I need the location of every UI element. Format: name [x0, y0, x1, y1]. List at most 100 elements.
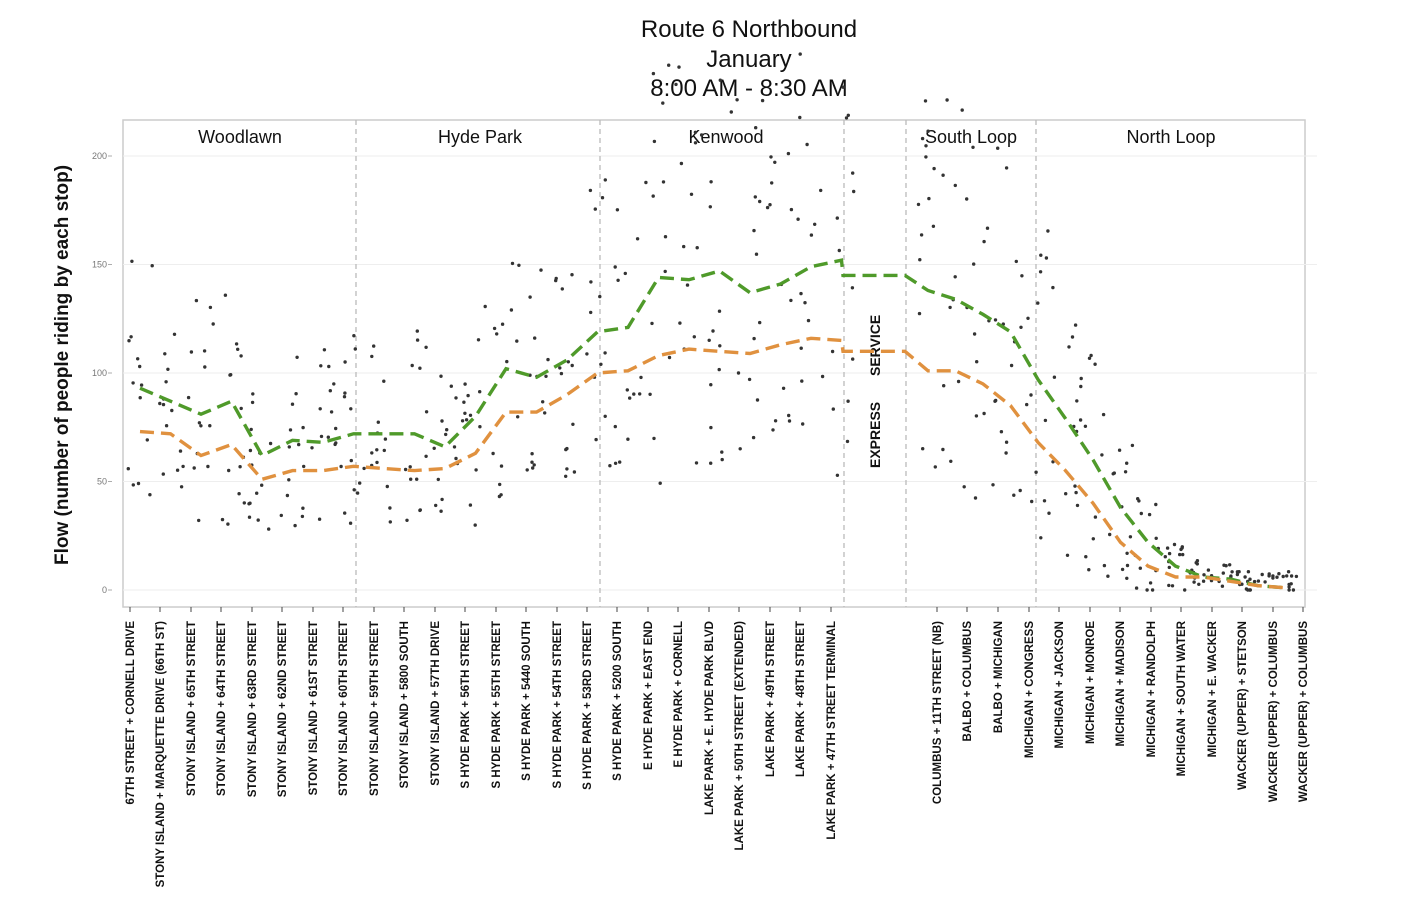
- data-point: [1065, 553, 1070, 557]
- data-point: [658, 481, 662, 485]
- data-point: [136, 481, 141, 486]
- data-point: [736, 371, 741, 375]
- region-label: Kenwood: [688, 127, 763, 147]
- plot-panel-border: [122, 119, 1306, 608]
- data-point: [1180, 545, 1185, 549]
- data-point: [1181, 552, 1185, 557]
- data-point: [927, 196, 931, 201]
- data-point: [850, 286, 855, 290]
- data-point: [1172, 542, 1177, 547]
- data-point: [211, 322, 215, 326]
- data-point: [382, 448, 386, 453]
- data-point: [1206, 568, 1211, 572]
- data-point: [352, 488, 356, 492]
- x-tick-label: STONY ISLAND + 5800 SOUTH: [399, 621, 411, 788]
- data-point: [1220, 584, 1225, 588]
- data-point: [343, 360, 347, 364]
- data-point: [131, 381, 135, 385]
- data-point: [239, 406, 243, 411]
- data-point: [589, 280, 593, 284]
- data-point: [965, 197, 969, 201]
- data-point: [516, 415, 520, 419]
- data-point: [199, 424, 203, 428]
- data-point: [1100, 453, 1104, 457]
- data-point: [329, 410, 334, 414]
- data-point: [1064, 492, 1068, 496]
- x-tick-label: WACKER (UPPER) + COLUMBUS: [1268, 621, 1280, 802]
- data-point: [993, 318, 998, 322]
- data-point: [234, 342, 239, 346]
- data-point: [439, 374, 443, 378]
- data-point: [1263, 580, 1267, 584]
- data-point: [301, 506, 305, 510]
- data-point: [799, 346, 803, 350]
- data-point: [1134, 586, 1139, 590]
- data-point: [509, 308, 514, 312]
- data-point: [1043, 418, 1048, 423]
- data-point: [789, 298, 793, 303]
- scatter-points: [126, 52, 1299, 592]
- data-point: [1148, 581, 1153, 585]
- data-point: [1228, 563, 1232, 567]
- data-point: [476, 338, 481, 342]
- data-point: [1248, 588, 1252, 592]
- data-point: [1179, 547, 1183, 552]
- data-point: [962, 485, 966, 489]
- data-point: [439, 509, 443, 513]
- data-point: [593, 207, 597, 211]
- data-point: [931, 224, 936, 228]
- data-point: [164, 380, 168, 384]
- data-point: [528, 295, 532, 299]
- data-point: [138, 396, 142, 400]
- data-point: [1125, 551, 1129, 555]
- data-point: [781, 386, 786, 390]
- service-label: SERVICE: [867, 315, 883, 376]
- data-point: [851, 357, 855, 361]
- data-point: [831, 407, 835, 411]
- data-point: [771, 428, 775, 432]
- data-point: [1147, 512, 1152, 517]
- data-point: [434, 503, 438, 508]
- x-tick-label: S HYDE PARK + 53RD STREET: [582, 621, 594, 790]
- data-point: [1235, 572, 1240, 577]
- data-point: [468, 503, 473, 507]
- data-point: [385, 484, 389, 489]
- data-point: [326, 435, 330, 439]
- data-point: [709, 425, 713, 430]
- data-point: [603, 414, 607, 418]
- data-point: [492, 326, 497, 331]
- data-point: [1111, 472, 1115, 476]
- data-point: [945, 98, 949, 102]
- data-point: [1078, 418, 1083, 422]
- data-point: [539, 268, 543, 272]
- data-point: [424, 345, 428, 349]
- data-point: [206, 464, 210, 469]
- data-point: [729, 110, 733, 114]
- data-point: [650, 321, 654, 326]
- data-point: [236, 347, 240, 351]
- data-point: [370, 354, 374, 359]
- data-point: [751, 435, 756, 440]
- data-point: [1195, 559, 1200, 563]
- data-point: [600, 196, 605, 200]
- data-point: [694, 461, 699, 465]
- data-point: [445, 428, 449, 432]
- data-point: [332, 382, 336, 386]
- data-point: [652, 436, 656, 441]
- data-point: [223, 293, 228, 297]
- x-tick-label: MICHIGAN + MADISON: [1115, 621, 1127, 747]
- x-tick-label: LAKE PARK + 49TH STREET: [765, 621, 777, 777]
- data-point: [1230, 570, 1234, 574]
- data-point: [247, 515, 252, 519]
- data-point: [615, 208, 620, 212]
- data-point: [953, 183, 957, 188]
- data-point: [837, 248, 841, 253]
- data-point: [800, 379, 804, 383]
- data-point: [319, 434, 324, 439]
- data-point: [1106, 574, 1110, 578]
- data-point: [339, 464, 343, 469]
- data-point: [753, 195, 757, 199]
- x-tick-label: S HYDE PARK + 5200 SOUTH: [612, 621, 624, 781]
- data-point: [189, 350, 194, 354]
- data-point: [424, 454, 428, 458]
